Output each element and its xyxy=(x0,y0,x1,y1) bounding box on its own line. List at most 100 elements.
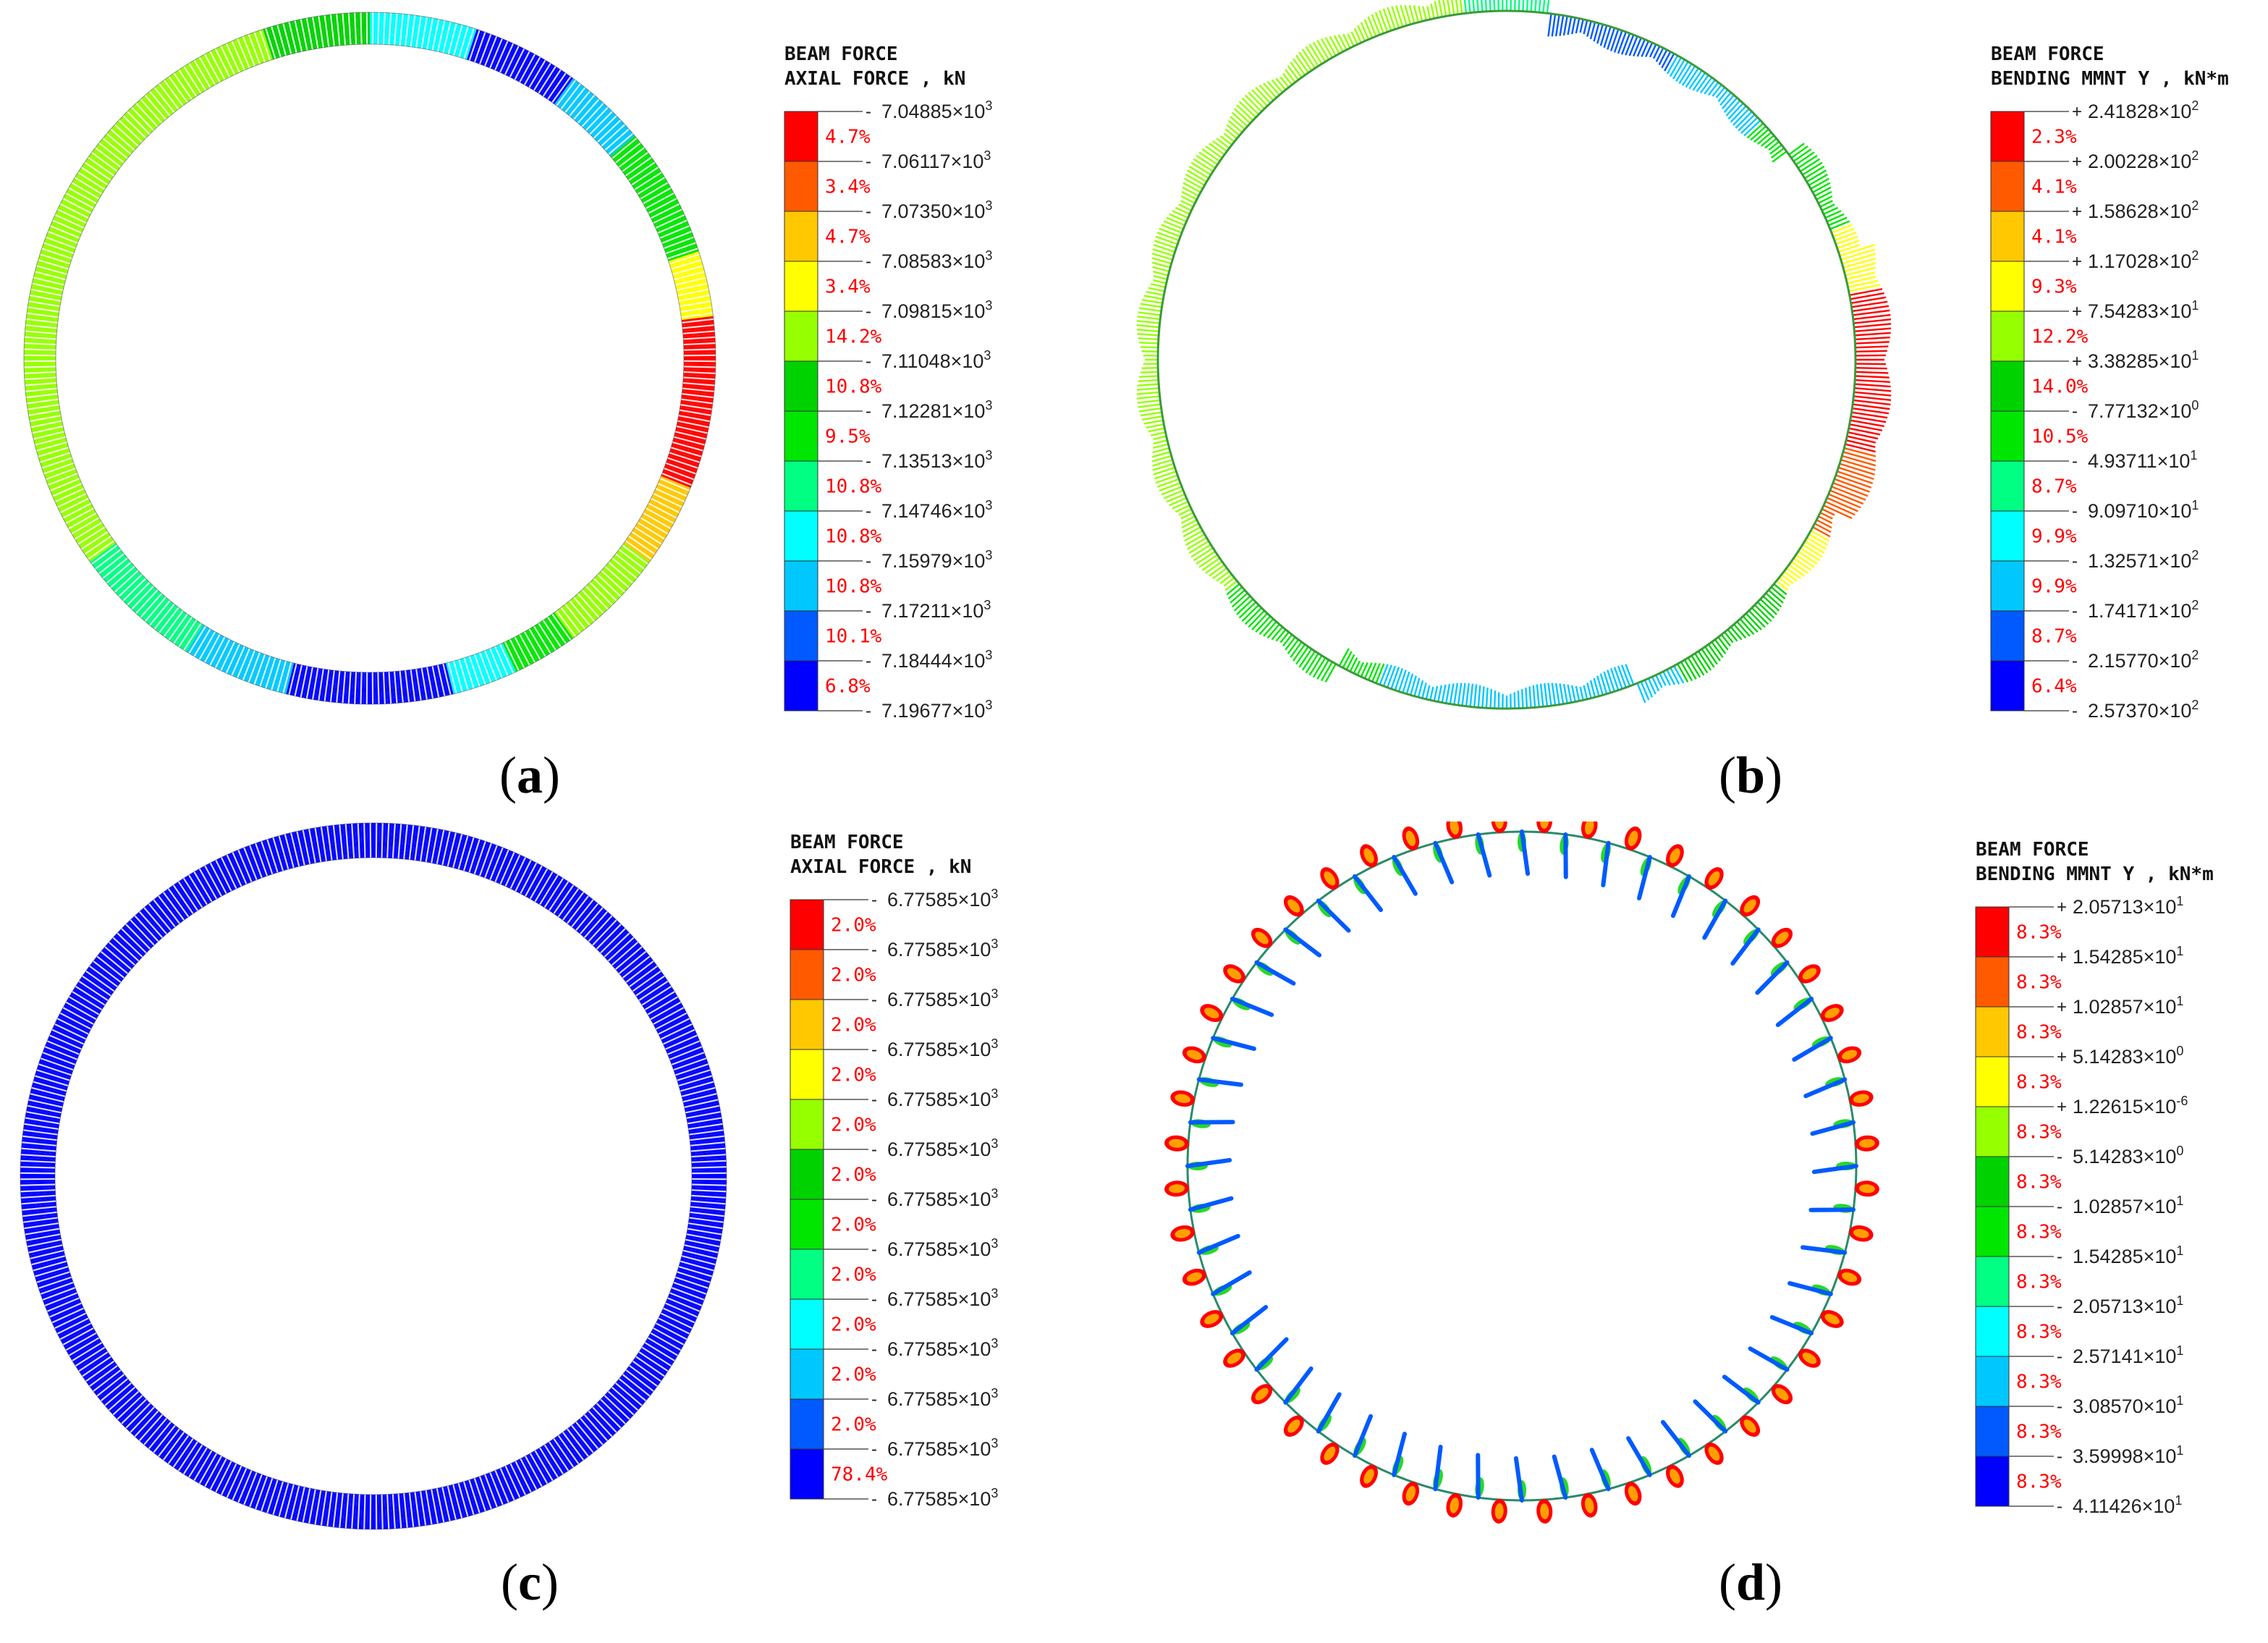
moment-lobe xyxy=(1702,867,1728,940)
tick-sign: - xyxy=(866,502,871,521)
tick-sign: - xyxy=(866,252,871,271)
band-percent: 10.8% xyxy=(825,476,882,498)
tick-label: 7.09815×103 xyxy=(881,298,992,322)
color-band xyxy=(1975,956,2010,1008)
color-band xyxy=(1975,1156,2010,1207)
caption-d: (d) xyxy=(1718,1553,1782,1611)
moment-lobe xyxy=(1626,1436,1684,1488)
tick-label: 3.38285×101 xyxy=(2088,348,2199,372)
band-percent: 8.7% xyxy=(2031,476,2077,498)
band-percent: 10.1% xyxy=(825,626,882,648)
tick-sign: - xyxy=(871,1490,877,1509)
tick-sign: - xyxy=(871,1440,877,1459)
color-band xyxy=(1975,1356,2010,1407)
color-band xyxy=(790,1448,824,1500)
color-band xyxy=(784,311,818,362)
ring-plot-axial-force xyxy=(23,12,716,705)
tick-label: 1.58628×102 xyxy=(2088,198,2199,222)
moment-lobe xyxy=(1808,1180,1879,1213)
tick-label: 5.14283×100 xyxy=(2073,1044,2183,1068)
color-band xyxy=(1975,1306,2010,1357)
color-band xyxy=(790,999,824,1050)
color-band xyxy=(1975,1456,2010,1507)
moment-lobe xyxy=(1170,1077,1243,1107)
tick-sign: - xyxy=(2057,1147,2062,1167)
tick-sign: - xyxy=(871,1340,877,1359)
color-band xyxy=(1975,1206,2010,1257)
tick-label: 7.14746×103 xyxy=(881,498,992,522)
color-band xyxy=(784,560,818,612)
tick-sign: - xyxy=(871,1390,877,1409)
band-percent: 9.5% xyxy=(825,426,871,448)
band-percent: 8.3% xyxy=(2016,1022,2062,1044)
band-percent: 8.7% xyxy=(2031,626,2077,648)
color-band xyxy=(1990,410,2025,462)
band-percent: 2.3% xyxy=(2031,127,2077,148)
legend-d: BEAM FORCE BENDING MMNT Y , kN*m 8.3% 8.3… xyxy=(1975,837,2214,1517)
tick-label: 6.77585×103 xyxy=(887,1136,998,1160)
band-percent: 3.4% xyxy=(825,276,871,298)
legend-title-line2: BENDING MMNT Y , kN*m xyxy=(1991,68,2229,90)
moment-lobe xyxy=(1666,844,1691,918)
band-percent: 8.3% xyxy=(2016,1072,2062,1094)
band-percent: 8.3% xyxy=(2016,972,2062,994)
moment-lobe xyxy=(1787,1268,1862,1296)
band-percent: 14.2% xyxy=(825,326,882,348)
color-band xyxy=(784,660,818,711)
band-percent: 10.8% xyxy=(825,526,882,548)
tick-sign: - xyxy=(866,651,871,671)
tick-sign: + xyxy=(2072,302,2082,321)
moment-lobe xyxy=(1182,1233,1240,1286)
color-band xyxy=(784,261,818,312)
band-percent: 9.3% xyxy=(2031,276,2077,298)
band-percent: 6.8% xyxy=(825,676,871,698)
color-band xyxy=(1990,460,2025,512)
tick-sign: - xyxy=(871,1090,877,1110)
tick-sign: - xyxy=(866,701,871,721)
band-percent: 2.0% xyxy=(831,1314,876,1336)
color-band xyxy=(1990,111,2025,162)
color-band xyxy=(1990,660,2025,711)
color-band xyxy=(790,1298,824,1350)
band-percent: 8.3% xyxy=(2016,1422,2062,1443)
color-band xyxy=(790,1199,824,1250)
tick-sign: - xyxy=(2072,701,2078,721)
moment-lobe xyxy=(1200,1270,1252,1328)
moment-lobe xyxy=(1660,1419,1724,1465)
tick-label: 1.02857×101 xyxy=(2073,994,2183,1018)
band-percent: 2.0% xyxy=(831,1414,876,1436)
tick-label: 6.77585×103 xyxy=(887,1386,998,1410)
moment-lobe xyxy=(1792,1004,1844,1062)
tick-sign: - xyxy=(2057,1297,2062,1317)
caption-c: (c) xyxy=(501,1553,559,1611)
moment-lobe xyxy=(1491,822,1531,877)
tick-label: 4.11426×101 xyxy=(2073,1493,2182,1517)
band-percent: 4.7% xyxy=(825,227,871,248)
tick-label: 6.77585×103 xyxy=(887,1286,998,1310)
tick-label: 6.77585×103 xyxy=(887,987,998,1010)
color-band xyxy=(1990,360,2025,412)
band-percent: 2.0% xyxy=(831,1264,876,1286)
moment-lobe xyxy=(1223,960,1296,986)
legend-c: BEAM FORCE AXIAL FORCE , kN 2.0% 2.0% 2.0%… xyxy=(790,830,998,1510)
tick-label: 7.17211×103 xyxy=(881,598,991,622)
color-band xyxy=(784,610,818,662)
legend-title-line2: AXIAL FORCE , kN xyxy=(784,68,966,90)
tick-label: 1.54285×101 xyxy=(2073,1243,2183,1267)
tick-label: 1.02857×101 xyxy=(2073,1194,2183,1217)
color-scale: 4.7% 3.4% 4.7% 3.4% 14.2% 10.8% 9.5% 10.8% 10.8%… xyxy=(784,98,992,722)
tick-sign: - xyxy=(2072,651,2078,671)
moment-lobe xyxy=(1360,844,1418,896)
tick-label: 6.77585×103 xyxy=(887,1036,998,1060)
tick-label: 2.57370×102 xyxy=(2088,698,2199,722)
band-percent: 12.2% xyxy=(2031,326,2089,348)
moment-lobe xyxy=(1624,826,1652,900)
moment-lobe xyxy=(1283,895,1351,933)
color-scale: 8.3% 8.3% 8.3% 8.3% 8.3% 8.3% 8.3% 8.3% 8.3% 8.3%… xyxy=(1975,894,2188,1517)
color-band xyxy=(790,1348,824,1400)
legend-title-line1: BEAM FORCE xyxy=(784,43,898,65)
moment-lobe xyxy=(1320,867,1384,913)
band-percent: 8.3% xyxy=(2016,1471,2062,1493)
moment-lobe xyxy=(1589,1448,1642,1506)
tick-sign: - xyxy=(866,152,871,172)
